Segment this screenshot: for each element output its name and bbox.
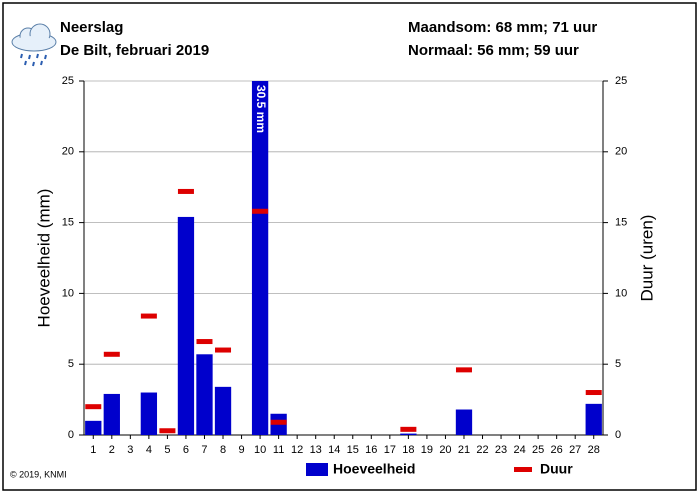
x-tick-label: 15 bbox=[347, 444, 359, 456]
y-tick-label: 0 bbox=[68, 429, 74, 441]
bar bbox=[585, 403, 602, 435]
duration-marker bbox=[270, 419, 287, 425]
x-tick-label: 18 bbox=[402, 444, 414, 456]
y2-tick-label: 25 bbox=[615, 75, 627, 87]
duration-marker bbox=[585, 390, 602, 396]
legend-swatch bbox=[514, 467, 532, 472]
x-tick-label: 14 bbox=[328, 444, 340, 456]
x-tick-label: 5 bbox=[164, 444, 170, 456]
duration-marker bbox=[177, 188, 194, 194]
x-tick-label: 12 bbox=[291, 444, 303, 456]
x-tick-label: 28 bbox=[588, 444, 600, 456]
duration-marker bbox=[215, 347, 232, 353]
bar bbox=[196, 354, 213, 435]
x-tick-label: 22 bbox=[476, 444, 488, 456]
x-tick-label: 23 bbox=[495, 444, 507, 456]
bar bbox=[400, 433, 417, 435]
duration-marker bbox=[103, 351, 120, 357]
x-tick-label: 11 bbox=[273, 444, 284, 456]
legend-swatch bbox=[306, 463, 328, 476]
x-tick-label: 7 bbox=[201, 444, 207, 456]
x-tick-label: 16 bbox=[365, 444, 377, 456]
bar bbox=[177, 216, 195, 435]
duration-marker bbox=[400, 426, 417, 432]
bar bbox=[214, 386, 232, 435]
x-tick-label: 2 bbox=[109, 444, 115, 456]
x-tick-label: 4 bbox=[146, 444, 152, 456]
y-axis-label: Hoeveelheid (mm) bbox=[34, 189, 53, 328]
y-tick-label: 25 bbox=[62, 75, 74, 87]
y2-tick-label: 5 bbox=[615, 358, 621, 370]
bar bbox=[251, 81, 269, 435]
duration-marker bbox=[252, 208, 269, 214]
y2-tick-label: 10 bbox=[615, 287, 627, 299]
x-tick-label: 20 bbox=[439, 444, 451, 456]
bar bbox=[103, 393, 120, 435]
bar bbox=[85, 420, 102, 435]
duration-marker bbox=[159, 428, 176, 434]
y2-tick-label: 20 bbox=[615, 146, 627, 158]
y-tick-label: 20 bbox=[62, 146, 74, 158]
x-tick-label: 25 bbox=[532, 444, 544, 456]
x-tick-label: 1 bbox=[90, 444, 96, 456]
bar bbox=[455, 409, 473, 435]
duration-marker bbox=[140, 313, 157, 319]
x-tick-label: 6 bbox=[183, 444, 189, 456]
y2-tick-label: 15 bbox=[615, 217, 627, 229]
x-tick-label: 8 bbox=[220, 444, 226, 456]
y-tick-label: 10 bbox=[62, 287, 74, 299]
x-tick-label: 27 bbox=[569, 444, 581, 456]
credit: © 2019, KNMI bbox=[10, 469, 67, 479]
annotation: Maandsom: 68 mm; 71 uur bbox=[408, 19, 597, 36]
x-tick-label: 26 bbox=[551, 444, 563, 456]
legend-label: Duur bbox=[540, 461, 573, 477]
plot-area bbox=[85, 81, 602, 435]
value-label: 30.5 mm bbox=[254, 85, 268, 133]
chart-title: Neerslag bbox=[60, 19, 123, 36]
chart-subtitle: De Bilt, februari 2019 bbox=[60, 42, 209, 59]
x-tick-label: 21 bbox=[458, 444, 470, 456]
y-tick-label: 5 bbox=[68, 358, 74, 370]
y2-tick-label: 0 bbox=[615, 429, 621, 441]
x-tick-label: 24 bbox=[513, 444, 525, 456]
frame bbox=[2, 2, 697, 491]
duration-marker bbox=[85, 404, 102, 410]
x-tick-label: 9 bbox=[238, 444, 244, 456]
x-tick-label: 13 bbox=[310, 444, 322, 456]
rain-icon bbox=[11, 23, 57, 67]
x-tick-label: 17 bbox=[384, 444, 396, 456]
y2-axis-label: Duur (uren) bbox=[637, 215, 656, 302]
x-tick-label: 19 bbox=[421, 444, 433, 456]
annotation: Normaal: 56 mm; 59 uur bbox=[408, 42, 579, 59]
duration-marker bbox=[196, 339, 213, 345]
bar bbox=[140, 392, 158, 435]
x-tick-label: 3 bbox=[127, 444, 133, 456]
x-tick-label: 10 bbox=[254, 444, 266, 456]
legend-label: Hoeveelheid bbox=[333, 461, 415, 477]
duration-marker bbox=[455, 367, 472, 373]
y-tick-label: 15 bbox=[62, 217, 74, 229]
